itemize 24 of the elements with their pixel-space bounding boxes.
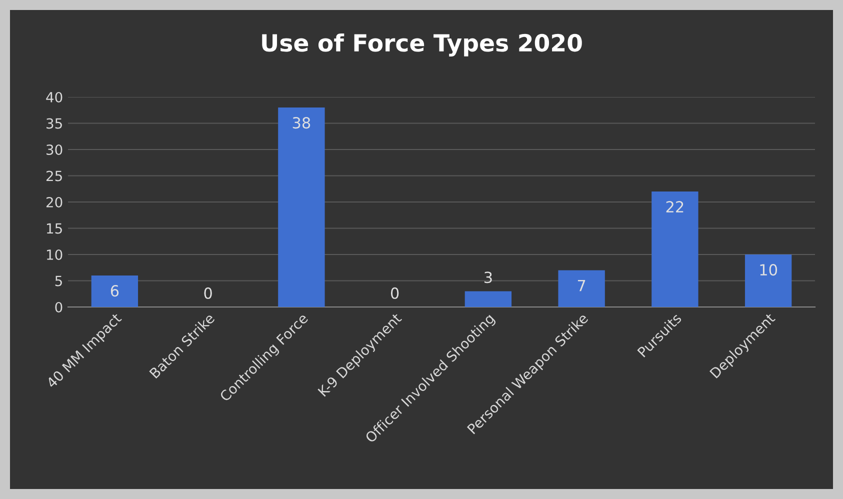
y-tick-label: 30 <box>46 144 62 155</box>
bar <box>558 270 605 307</box>
y-tick-label: 15 <box>46 223 62 234</box>
bar <box>652 192 698 307</box>
data-label: 3 <box>484 272 492 284</box>
data-label: 0 <box>390 287 399 299</box>
y-tick-label: 0 <box>55 302 62 312</box>
bar <box>91 276 138 307</box>
chart-title: Use of Force Types 2020 <box>262 33 582 57</box>
y-tick-label: 10 <box>46 249 62 260</box>
bar <box>278 108 325 307</box>
bar <box>744 254 792 307</box>
y-tick-label: 35 <box>46 118 62 129</box>
y-tick-label: 5 <box>55 276 62 286</box>
data-label: 10 <box>760 264 778 276</box>
y-tick-label: 20 <box>46 196 62 208</box>
data-label: 7 <box>578 280 586 292</box>
data-label: 22 <box>666 201 684 212</box>
bar <box>464 291 512 307</box>
data-label: 0 <box>204 287 212 299</box>
data-label: 38 <box>292 117 310 129</box>
y-tick-label: 40 <box>46 92 62 102</box>
y-tick-label: 25 <box>46 170 62 182</box>
data-label: 6 <box>110 285 119 297</box>
